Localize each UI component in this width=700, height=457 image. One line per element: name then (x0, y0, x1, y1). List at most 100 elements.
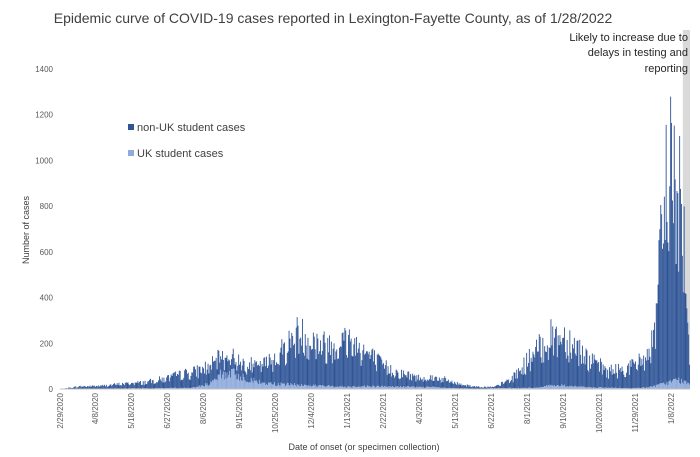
bar-non-uk (296, 317, 298, 385)
x-tick-label: 8/6/2020 (199, 392, 208, 424)
bar-uk (234, 375, 236, 389)
bar-uk (636, 387, 637, 389)
bar-uk (431, 386, 433, 389)
bar-uk (528, 387, 529, 389)
bar-uk (534, 387, 536, 389)
bar-uk (202, 385, 204, 389)
legend-swatch-uk (128, 150, 134, 156)
bar-non-uk (326, 363, 328, 387)
bar-non-uk (258, 364, 259, 385)
bar-non-uk (188, 378, 190, 389)
bar-uk (242, 373, 244, 389)
bar-non-uk (334, 359, 336, 388)
bar-non-uk (103, 385, 105, 389)
bar-non-uk (596, 360, 598, 389)
bar-non-uk (600, 361, 602, 388)
bar-uk (319, 385, 321, 389)
bar-uk (415, 387, 417, 389)
bar-uk (581, 386, 582, 389)
bar-non-uk (601, 374, 603, 388)
bar-non-uk (281, 339, 283, 384)
bar-uk (577, 386, 579, 389)
bar-non-uk (557, 335, 559, 385)
bar-non-uk (141, 384, 143, 389)
bar-non-uk (588, 371, 590, 388)
bar-non-uk (285, 365, 286, 387)
bar-uk (564, 386, 566, 389)
bar-non-uk (342, 332, 344, 388)
bar-non-uk (215, 357, 217, 380)
bar-uk (328, 385, 330, 389)
bar-non-uk (137, 381, 139, 389)
bar-non-uk (229, 360, 231, 372)
bar-non-uk (196, 365, 198, 387)
bar-non-uk (122, 382, 123, 389)
bar-non-uk (613, 373, 615, 389)
bar-non-uk (465, 385, 466, 389)
legend-label-non-uk: non-UK student cases (137, 122, 246, 134)
bar-non-uk (419, 380, 420, 387)
bar-uk (600, 387, 601, 389)
bar-non-uk (280, 347, 282, 383)
bar-non-uk (519, 371, 520, 389)
bar-uk (406, 386, 408, 389)
bar-non-uk (399, 379, 401, 388)
bar-non-uk (238, 354, 240, 375)
bar-non-uk (637, 364, 639, 388)
bar-uk (294, 385, 296, 389)
bar-uk (578, 386, 580, 389)
bar-non-uk (151, 380, 153, 389)
bar-uk (356, 386, 357, 389)
bar-non-uk (262, 366, 264, 383)
bar-non-uk (184, 370, 186, 388)
bar-uk (275, 385, 276, 389)
bar-non-uk (459, 384, 461, 389)
bar-uk (384, 386, 386, 389)
bar-uk (367, 386, 369, 389)
bar-non-uk (612, 369, 614, 388)
bar-non-uk (500, 385, 501, 389)
bar-uk (215, 379, 217, 389)
bar-uk (650, 386, 652, 389)
bar-non-uk (512, 382, 514, 389)
bar-non-uk (200, 372, 202, 388)
bar-non-uk (389, 373, 391, 388)
bar-uk (364, 385, 366, 389)
bar-uk (667, 385, 669, 389)
bar-non-uk (90, 386, 92, 389)
bar-non-uk (415, 381, 417, 388)
bar-uk (267, 385, 268, 389)
bar-uk (235, 373, 237, 389)
bar-non-uk (177, 373, 178, 389)
bar-non-uk (627, 365, 628, 388)
bar-non-uk (506, 379, 508, 389)
bar-uk (285, 386, 286, 389)
bar-non-uk (246, 374, 248, 383)
bar-uk (357, 386, 359, 389)
bar-uk (335, 386, 337, 389)
bar-non-uk (443, 378, 445, 388)
bar-uk (438, 387, 440, 389)
bar-non-uk (115, 384, 117, 389)
bar-non-uk (507, 379, 509, 389)
bar-uk (655, 385, 657, 389)
bar-non-uk (489, 386, 491, 389)
bar-uk (427, 386, 429, 389)
annotation-line-1: Likely to increase due to (569, 32, 688, 44)
bar-non-uk (628, 374, 630, 389)
y-tick-label: 600 (40, 248, 54, 257)
bar-non-uk (645, 357, 646, 389)
bar-non-uk (312, 349, 313, 387)
bar-non-uk (305, 345, 307, 386)
bar-uk (175, 387, 177, 389)
bar-uk (214, 379, 216, 389)
bar-uk (326, 386, 328, 389)
bar-non-uk (206, 369, 208, 384)
bar-non-uk (466, 384, 468, 389)
bar-non-uk (603, 370, 605, 388)
bar-non-uk (624, 377, 626, 388)
bar-uk (529, 387, 531, 389)
bar-uk (349, 386, 351, 389)
bar-non-uk (608, 378, 609, 388)
bar-uk (684, 380, 686, 389)
